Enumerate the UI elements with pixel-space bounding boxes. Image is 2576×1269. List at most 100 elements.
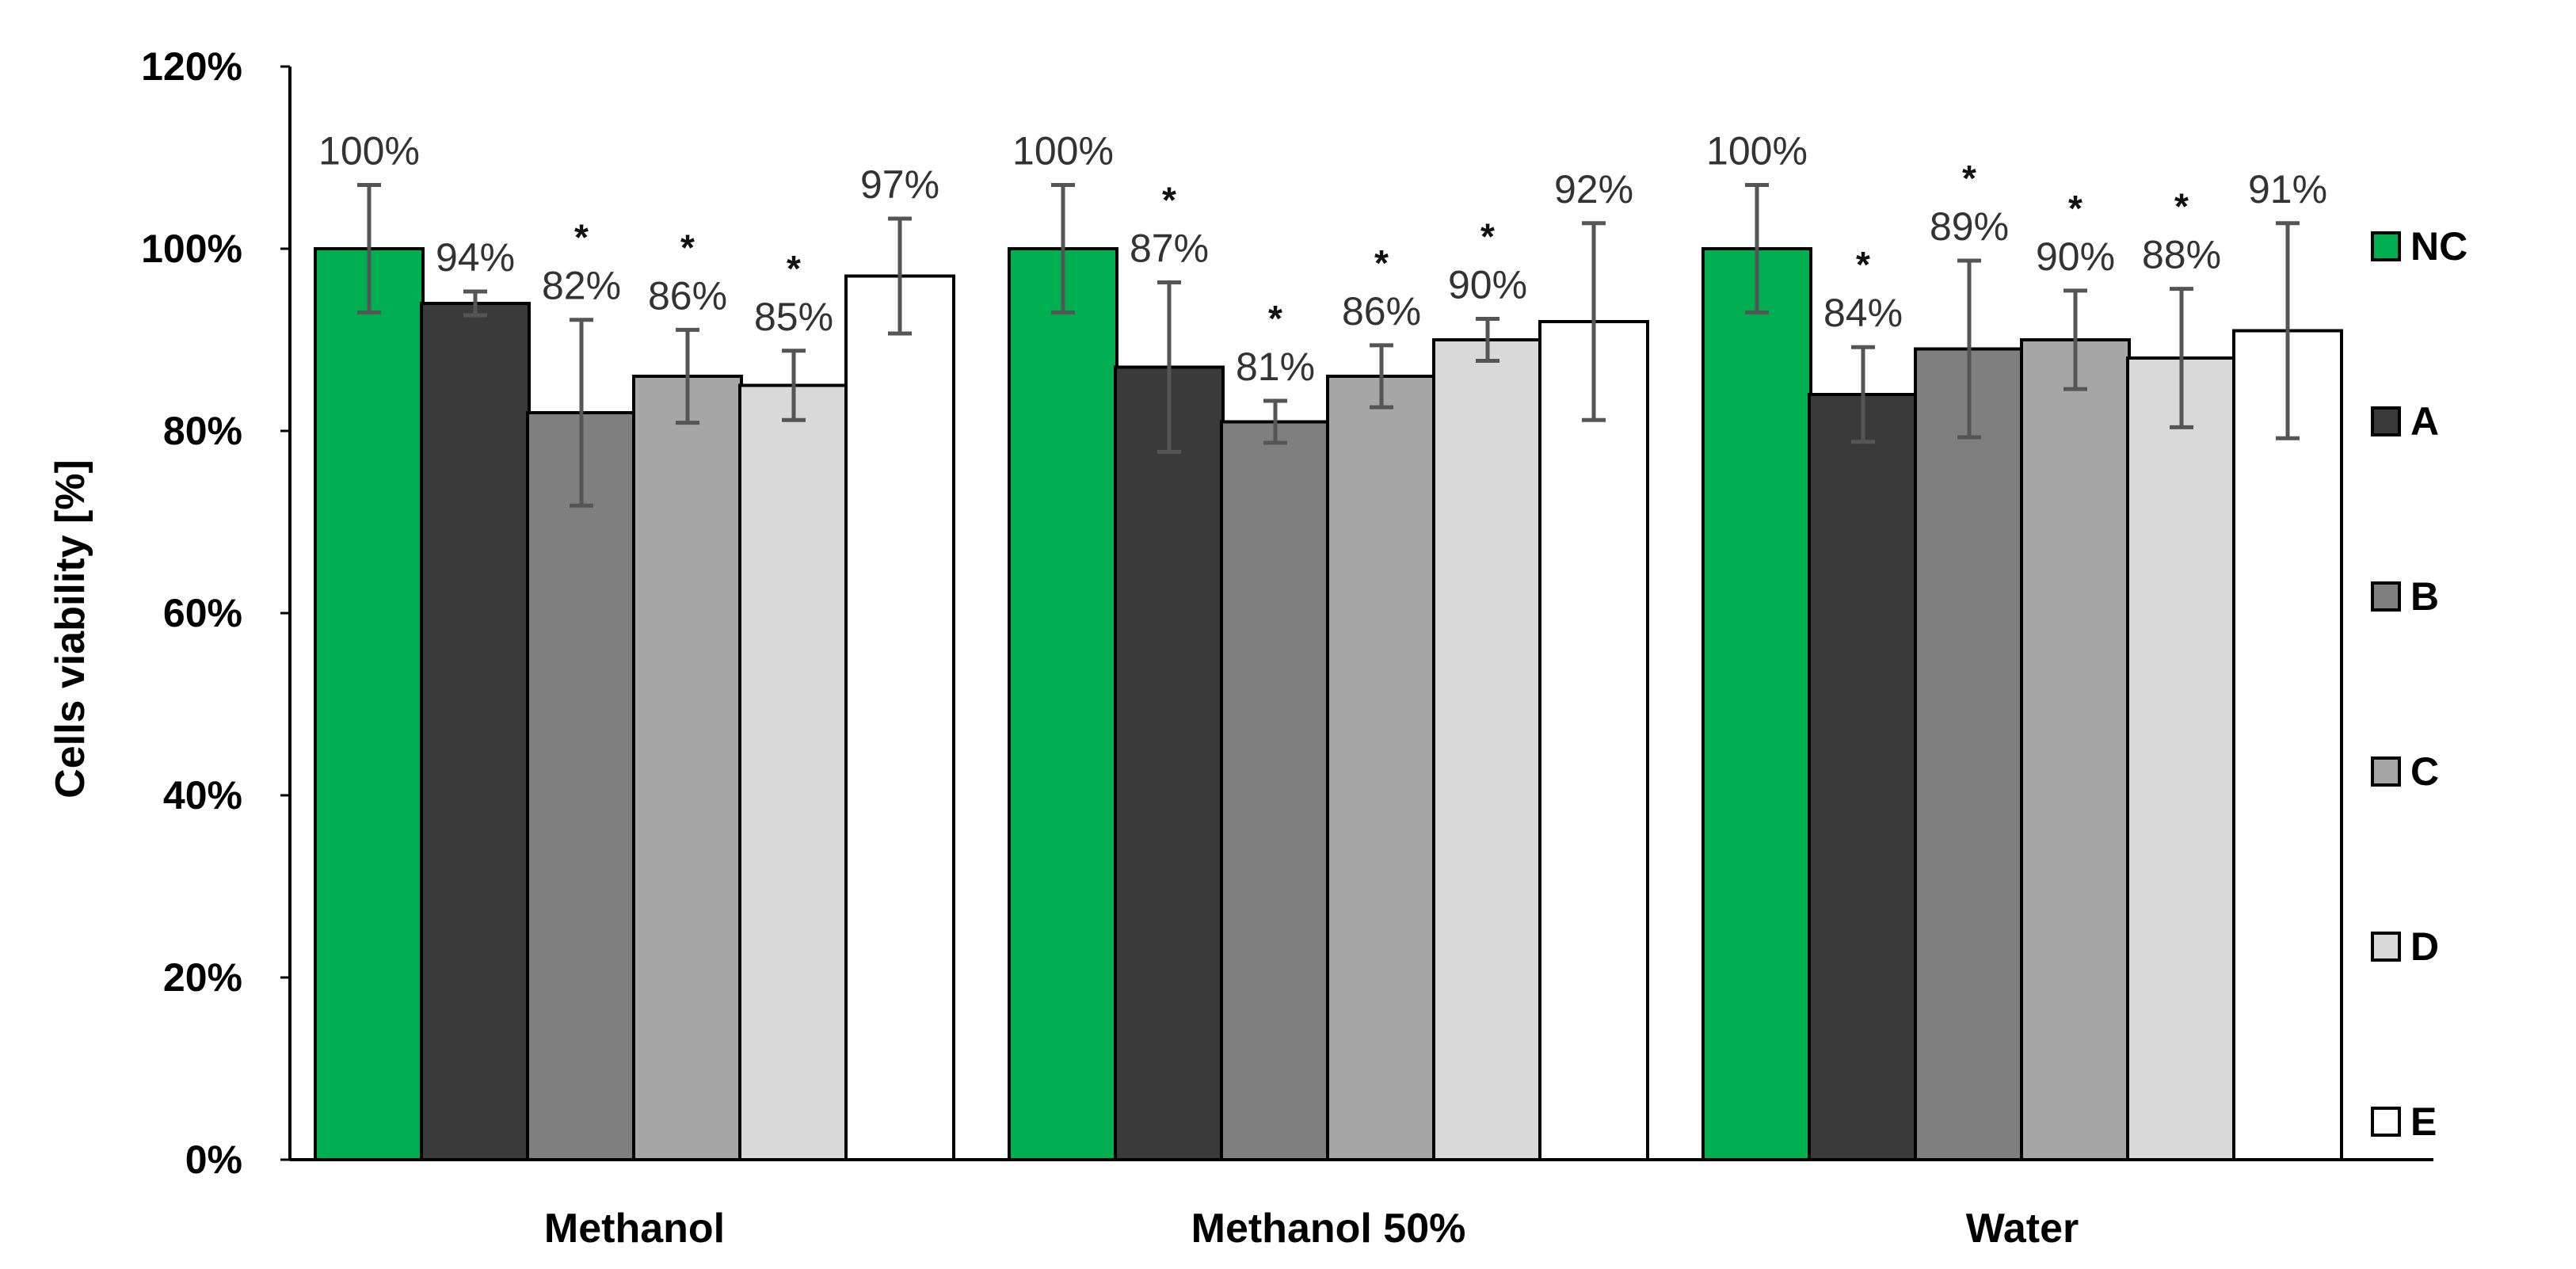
y-tick-label: 40% — [163, 773, 242, 817]
bar-a-2 — [1808, 393, 1919, 1161]
error-bar — [1957, 258, 1981, 440]
y-tick-label: 60% — [163, 591, 242, 635]
legend-item-nc: NC — [2371, 224, 2467, 269]
bar-b-2 — [1914, 347, 2025, 1161]
bar-e-0 — [844, 274, 955, 1161]
error-bar — [782, 349, 806, 422]
error-bar — [570, 318, 593, 508]
error-bar — [888, 216, 912, 336]
error-bar — [1582, 221, 1606, 422]
data-label: 86% — [1342, 289, 1421, 333]
error-bar — [1051, 183, 1075, 314]
error-bar — [357, 183, 381, 314]
bar-c-1 — [1326, 375, 1437, 1161]
significance-marker: * — [1856, 244, 1870, 285]
bar-d-2 — [2126, 356, 2237, 1161]
bar-d-0 — [738, 383, 849, 1161]
data-label: 100% — [318, 129, 420, 173]
error-bar — [1263, 398, 1287, 445]
significance-marker: * — [1374, 242, 1389, 284]
bar-c-2 — [2020, 338, 2131, 1161]
significance-marker: * — [1962, 158, 1976, 199]
legend-item-a: A — [2371, 399, 2439, 444]
x-category-label: Methanol 50% — [1191, 1206, 1466, 1252]
bar-d-1 — [1432, 338, 1543, 1161]
legend-swatch — [2371, 581, 2401, 612]
legend-label: C — [2410, 749, 2439, 794]
data-label: 94% — [436, 235, 515, 280]
bar-a-0 — [420, 302, 531, 1161]
y-tick-label: 20% — [163, 955, 242, 1000]
data-label: 85% — [754, 295, 833, 339]
data-labels-group: 100% 100% 100% 94% 87% * 84% * 82% * 81% * 89% * 86% * 8… — [318, 129, 2327, 390]
data-label: 91% — [2248, 167, 2327, 212]
bar-nc-0 — [314, 247, 425, 1161]
legend-item-c: C — [2371, 749, 2439, 794]
error-bar — [2276, 221, 2300, 440]
error-bar — [1851, 345, 1875, 444]
error-bar — [1370, 343, 1393, 410]
legend-swatch — [2371, 932, 2401, 962]
data-label: 86% — [648, 273, 727, 318]
x-category-label: Water — [1966, 1206, 2079, 1252]
y-tick-label: 120% — [141, 44, 242, 89]
legend-item-b: B — [2371, 574, 2439, 619]
significance-marker: * — [680, 227, 695, 268]
y-tick-label: 80% — [163, 409, 242, 453]
legend-label: D — [2410, 924, 2439, 969]
data-label: 92% — [1554, 167, 1633, 212]
y-tick-label: 100% — [141, 227, 242, 271]
error-bar — [1745, 183, 1769, 314]
legend-label: B — [2410, 574, 2439, 619]
significance-marker: * — [2174, 186, 2189, 227]
legend: NC A B C D E — [2371, 224, 2467, 1144]
y-axis-title: Cells viability [%] — [48, 459, 93, 798]
bar-a-1 — [1114, 365, 1225, 1161]
error-bar — [2170, 287, 2193, 429]
data-label: 88% — [2142, 233, 2221, 277]
legend-label: NC — [2410, 224, 2467, 269]
legend-item-e: E — [2371, 1099, 2437, 1144]
data-label: 90% — [2036, 234, 2115, 279]
significance-marker: * — [1268, 298, 1282, 339]
significance-marker: * — [787, 248, 801, 289]
data-label: 89% — [1930, 204, 2009, 249]
bar-nc-2 — [1701, 247, 1812, 1161]
bar-e-2 — [2232, 329, 2343, 1161]
axes-group: 0% 20% 40% 60% 80% 100% 120% Methanol Methanol 5… — [48, 44, 2433, 1252]
legend-swatch — [2371, 406, 2401, 436]
data-label: 90% — [1448, 263, 1527, 307]
error-bar — [2063, 288, 2087, 391]
legend-swatch — [2371, 756, 2401, 787]
data-label: 84% — [1823, 291, 1903, 335]
bar-b-0 — [526, 411, 637, 1161]
bar-c-0 — [632, 375, 743, 1161]
error-bar — [1157, 280, 1181, 454]
error-bar — [1476, 317, 1499, 363]
significance-marker: * — [1162, 180, 1176, 221]
bars-group — [314, 247, 2343, 1161]
data-label: 100% — [1012, 129, 1114, 173]
bar-e-1 — [1538, 320, 1649, 1161]
error-bars-group — [357, 183, 2300, 508]
x-category-label: Methanol — [544, 1206, 725, 1252]
data-label: 100% — [1706, 129, 1808, 173]
data-label: 97% — [860, 162, 939, 207]
legend-label: E — [2410, 1099, 2437, 1144]
significance-marker: * — [2068, 188, 2083, 229]
significance-marker: * — [1480, 216, 1495, 257]
error-bar — [463, 289, 487, 318]
legend-swatch — [2371, 1107, 2401, 1137]
bar-nc-1 — [1008, 247, 1118, 1161]
data-label: 87% — [1130, 227, 1209, 271]
significance-marker: * — [574, 217, 589, 258]
legend-item-d: D — [2371, 924, 2439, 969]
legend-swatch — [2371, 231, 2401, 261]
y-tick-label: 0% — [185, 1138, 242, 1182]
legend-label: A — [2410, 399, 2439, 444]
bar-b-1 — [1220, 420, 1331, 1161]
error-bar — [676, 327, 699, 425]
data-label: 82% — [542, 264, 621, 308]
